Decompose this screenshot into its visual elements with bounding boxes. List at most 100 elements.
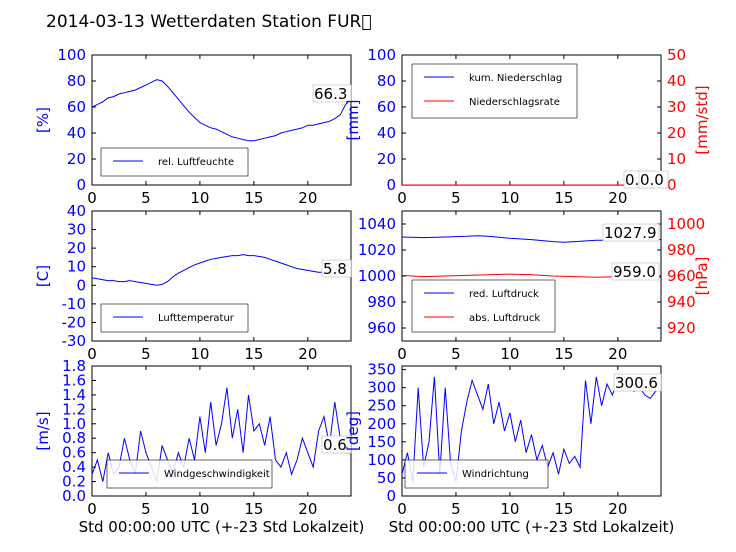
legend-box	[106, 459, 273, 489]
annotation-box	[613, 373, 662, 392]
y-tick-label: 60	[377, 98, 396, 116]
annotation-label: 959.0	[613, 263, 656, 281]
x-tick-label: 15	[244, 500, 263, 518]
y-tick-label: 100	[367, 451, 396, 469]
y-tick-label: 1.8	[62, 357, 86, 375]
y-tick-label: 0.8	[62, 429, 86, 447]
x-tick-label: 15	[244, 189, 263, 207]
x-tick-label: 0	[87, 189, 97, 207]
y-tick-label: 1000	[358, 267, 396, 285]
chart-panel: 0 5 10 15 20 0 20 40 60 80 100 [%] rel. Luftfeuchte 6…	[34, 46, 352, 207]
y-tick-label: 960	[367, 319, 396, 337]
y-tick-label: 980	[367, 293, 396, 311]
y-tick-label: 350	[367, 361, 396, 379]
y-tick-label: 150	[367, 433, 396, 451]
x-tick-label: 0	[397, 189, 407, 207]
y-tick-label: 100	[57, 46, 86, 64]
legend-label: Windrichtung	[462, 469, 529, 480]
x-tick-label: 15	[554, 345, 573, 363]
y-tick-label: 1.4	[62, 386, 86, 404]
annotation-box	[312, 84, 352, 103]
legend-box	[100, 147, 249, 177]
legend-box	[100, 303, 249, 333]
legend-box	[411, 63, 578, 119]
x-tick-label: 5	[141, 500, 151, 518]
y-axis-label: [m/s]	[34, 411, 52, 450]
y-tick-label: 0.2	[62, 473, 86, 491]
annotation-label: 0.6	[323, 436, 347, 454]
annotation-box	[321, 435, 352, 454]
y-right-tick-label: 980	[667, 241, 696, 259]
annotation-box	[321, 259, 352, 278]
y-tick-label: 0	[76, 176, 86, 194]
annotation-box	[611, 262, 660, 281]
x-tick-label: 5	[451, 500, 461, 518]
chart-panel: 0 5 10 15 200.00.20.40.60.81.01.21.41.61.8[m…	[34, 357, 364, 536]
y-tick-label: 1040	[358, 215, 396, 233]
x-tick-label: 20	[608, 500, 627, 518]
y-axis-label: [C]	[34, 265, 52, 287]
y-tick-label: 10	[67, 258, 86, 276]
y-right-axis-label: [hPa]	[693, 257, 711, 296]
x-tick-label: 0	[397, 345, 407, 363]
y-tick-label: 30	[67, 221, 86, 239]
x-tick-label: 10	[190, 500, 209, 518]
x-tick-label: 20	[298, 189, 317, 207]
x-tick-label: 10	[500, 500, 519, 518]
y-axis-label: [%]	[34, 107, 52, 133]
y-tick-label: 20	[67, 150, 86, 168]
legend-label: kum. Niederschlag	[469, 73, 562, 84]
y-tick-label: 250	[367, 397, 396, 415]
legend-label: red. Luftdruck	[469, 289, 539, 300]
x-tick-label: 20	[608, 345, 627, 363]
x-tick-label: 5	[451, 189, 461, 207]
y-tick-label: 100	[367, 46, 396, 64]
y-right-tick-label: 960	[667, 267, 696, 285]
annotation-box	[638, 170, 669, 189]
y-tick-label: 80	[67, 72, 86, 90]
y-tick-label: 300	[367, 379, 396, 397]
series-line	[92, 79, 351, 142]
x-tick-label: 20	[608, 189, 627, 207]
x-tick-label: 15	[244, 345, 263, 363]
legend-label: abs. Luftdruck	[469, 313, 540, 324]
figure-title: 2014-03-13 Wetterdaten Station FUR 	[46, 12, 372, 32]
y-tick-label: 0	[386, 176, 396, 194]
x-tick-label: 20	[298, 500, 317, 518]
y-right-tick-label: 50	[667, 46, 686, 64]
x-tick-label: 5	[451, 345, 461, 363]
y-right-tick-label: 40	[667, 72, 686, 90]
y-tick-label: 1.2	[62, 400, 86, 418]
y-right-tick-label: 20	[667, 124, 686, 142]
y-right-tick-label: 920	[667, 319, 696, 337]
y-tick-label: 200	[367, 415, 396, 433]
y-right-axis-label: [mm/std]	[693, 85, 711, 154]
y-right-tick-label: 30	[667, 98, 686, 116]
x-tick-label: 0	[87, 345, 97, 363]
y-right-tick-label: 1000	[667, 215, 705, 233]
x-tick-label: 15	[554, 189, 573, 207]
y-right-tick-label: 940	[667, 293, 696, 311]
y-right-tick-label: 0	[667, 176, 677, 194]
legend-label: rel. Luftfeuchte	[158, 157, 234, 168]
chart-panel: 0 5 10 15 20 0 20 40 60 80 100 0 10 20 30 40 50 [mm] [mm/s…	[344, 46, 711, 207]
y-axis-label: [deg]	[344, 411, 362, 451]
y-tick-label: 20	[67, 239, 86, 257]
y-tick-label: 60	[67, 98, 86, 116]
y-tick-label: -30	[62, 332, 87, 350]
y-tick-label: -10	[62, 295, 87, 313]
y-tick-label: 0	[386, 487, 396, 505]
x-tick-label: 10	[190, 345, 209, 363]
y-tick-label: 1.6	[62, 371, 86, 389]
x-tick-label: 20	[298, 345, 317, 363]
annotation-label: 5.8	[323, 260, 347, 278]
y-tick-label: -20	[62, 313, 87, 331]
x-tick-label: 0	[87, 500, 97, 518]
x-tick-label: 10	[190, 189, 209, 207]
y-tick-label: 0.0	[62, 487, 86, 505]
legend-box	[404, 459, 549, 489]
annotation-label: 0.0	[640, 171, 664, 189]
annotation-label: 66.3	[314, 85, 347, 103]
legend-label: Windgeschwindigkeit	[164, 469, 270, 480]
